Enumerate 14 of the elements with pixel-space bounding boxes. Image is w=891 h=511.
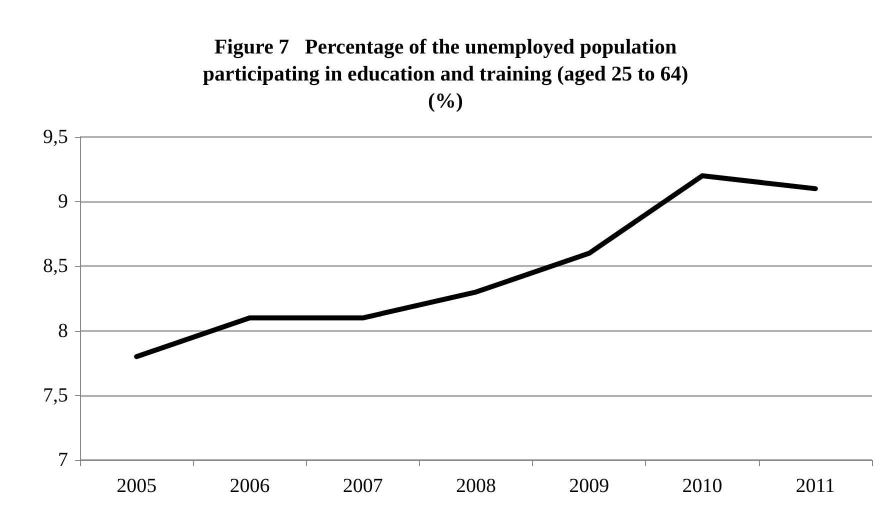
x-tick-label: 2010 — [682, 475, 722, 497]
y-tick-label: 7,5 — [43, 384, 68, 406]
x-tick-label: 2006 — [230, 475, 270, 497]
x-tick-label: 2011 — [796, 475, 836, 497]
y-tick-label: 8 — [58, 320, 68, 342]
x-tick-label: 2007 — [342, 475, 383, 497]
x-tick-label: 2008 — [456, 475, 496, 497]
y-tick-label: 9,5 — [43, 126, 68, 148]
y-tick-label: 7 — [58, 449, 68, 471]
chart-title: Figure 7 Percentage of the unemployed population participating in education and training (aged 25 to 64) (%) — [202, 34, 688, 112]
x-tick-label: 2005 — [116, 475, 157, 497]
x-tick-label: 2009 — [569, 475, 610, 497]
y-tick-label: 8,5 — [43, 255, 68, 278]
y-tick-label: 9 — [58, 190, 68, 213]
